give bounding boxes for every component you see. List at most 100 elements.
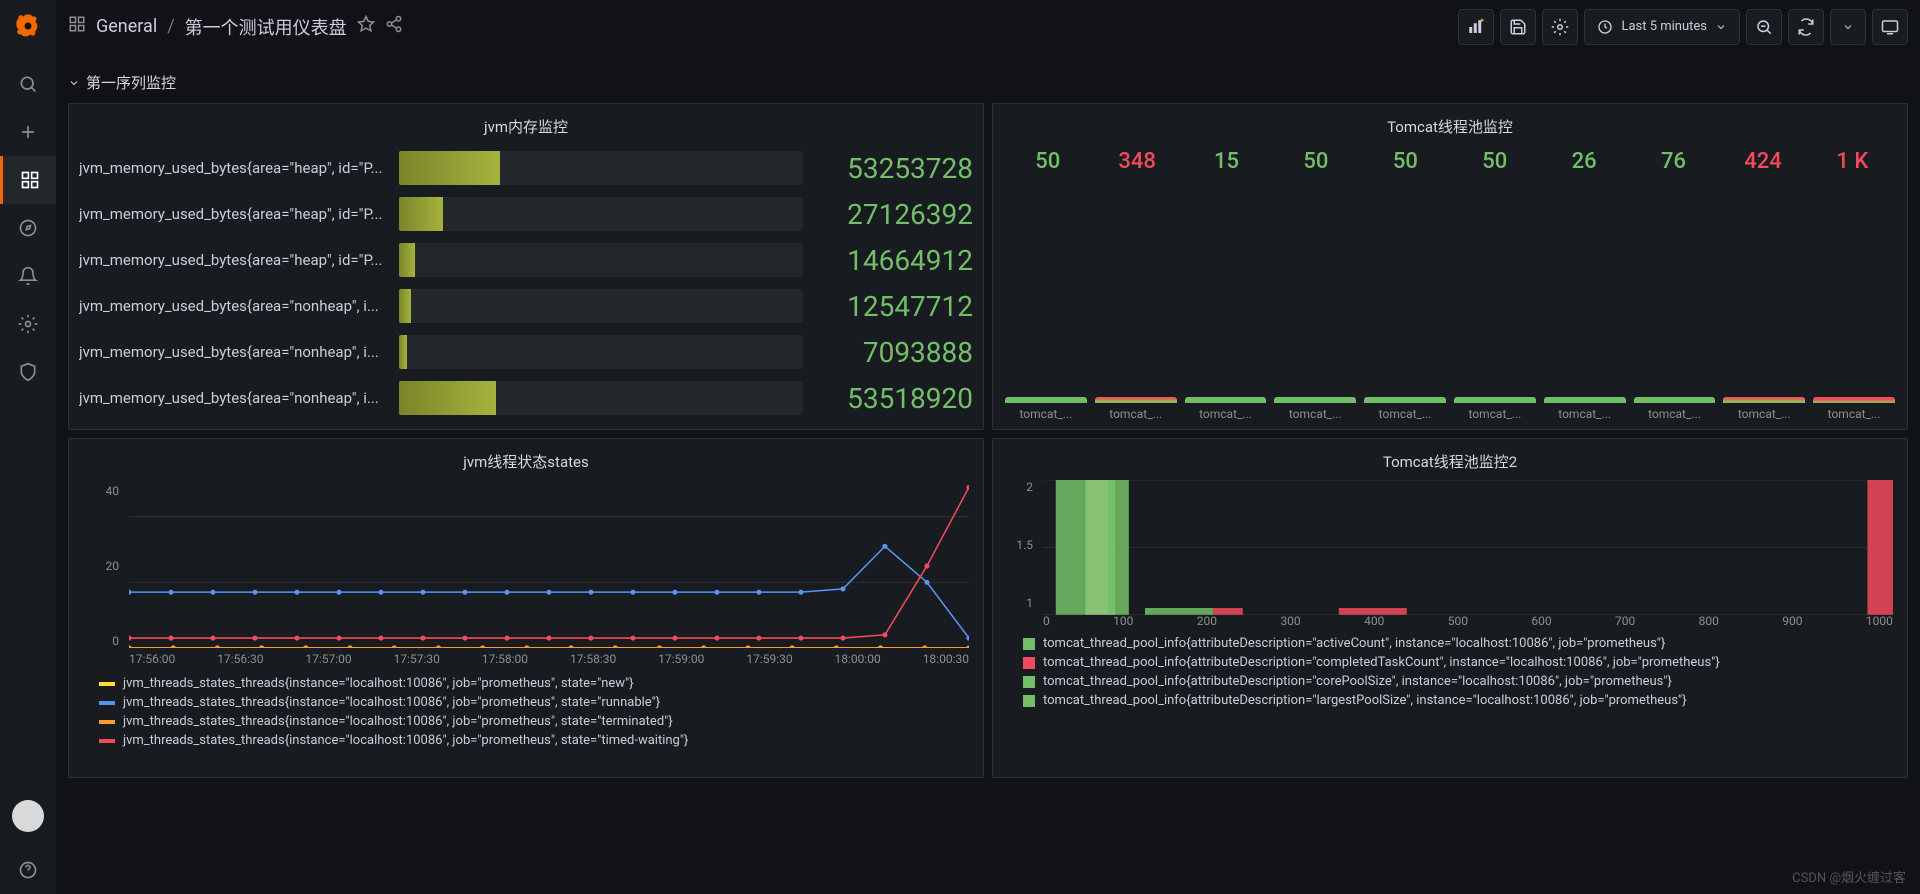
barchart-bars: tomcat_... tomcat_... tomcat_... tomcat_… <box>1003 180 1897 421</box>
star-icon[interactable] <box>357 15 375 38</box>
help-icon[interactable] <box>0 846 56 894</box>
bargauge-row: jvm_memory_used_bytes{area="nonheap", i.… <box>79 375 973 421</box>
bar-value: 50 <box>1450 149 1539 174</box>
time-picker[interactable]: Last 5 minutes <box>1584 9 1740 45</box>
histogram: 21.51 01002003004005006007008009001000 <box>1003 480 1897 630</box>
watermark: CSDN @烟火缠过客 <box>1792 867 1906 886</box>
bar-value: 50 <box>1271 149 1360 174</box>
grafana-logo[interactable] <box>12 10 44 42</box>
legend-item[interactable]: jvm_threads_states_threads{instance="loc… <box>99 714 969 729</box>
bargauge-track <box>399 289 803 323</box>
legend-item[interactable]: tomcat_thread_pool_info{attributeDescrip… <box>1023 655 1893 670</box>
panel-title: Tomcat线程池监控2 <box>1003 447 1897 480</box>
bargauge-track <box>399 243 803 277</box>
zoom-out-button[interactable] <box>1746 9 1782 45</box>
bargauge-value: 7093888 <box>813 336 973 369</box>
bargauge-track <box>399 381 803 415</box>
refresh-interval-button[interactable] <box>1830 9 1866 45</box>
user-avatar[interactable] <box>12 800 44 832</box>
bargauge-row: jvm_memory_used_bytes{area="heap", id="P… <box>79 145 973 191</box>
bar-label: tomcat_... <box>1095 403 1177 421</box>
view-mode-button[interactable] <box>1872 9 1908 45</box>
alerting-icon[interactable] <box>0 252 56 300</box>
save-button[interactable] <box>1500 9 1536 45</box>
app-root: General / 第一个测试用仪表盘 <box>0 0 1920 894</box>
bargauge-value: 27126392 <box>813 198 973 231</box>
legend-item[interactable]: tomcat_thread_pool_info{attributeDescrip… <box>1023 693 1893 708</box>
breadcrumb-dashboard[interactable]: 第一个测试用仪表盘 <box>185 14 347 40</box>
sidebar <box>0 0 56 894</box>
panel-title: jvm内存监控 <box>79 112 973 145</box>
legend: tomcat_thread_pool_info{attributeDescrip… <box>1003 630 1897 708</box>
legend-item[interactable]: jvm_threads_states_threads{instance="loc… <box>99 676 969 691</box>
topbar: General / 第一个测试用仪表盘 <box>56 0 1920 54</box>
bar-column: tomcat_... <box>1274 397 1356 421</box>
breadcrumb-separator: / <box>167 16 174 37</box>
bargauge-row: jvm_memory_used_bytes{area="nonheap", i.… <box>79 283 973 329</box>
bargauge-track <box>399 335 803 369</box>
histogram-svg <box>1043 480 1893 615</box>
panel-jvm-memory[interactable]: jvm内存监控 jvm_memory_used_bytes{area="heap… <box>68 103 984 430</box>
bar-value: 424 <box>1718 149 1807 174</box>
panel-tomcat-pool[interactable]: Tomcat线程池监控 503481550505026764241 K tomc… <box>992 103 1908 430</box>
search-icon[interactable] <box>0 60 56 108</box>
chevron-down-icon <box>68 77 80 89</box>
time-picker-label: Last 5 minutes <box>1621 19 1707 34</box>
row-title: 第一序列监控 <box>86 72 176 93</box>
bargauge-value: 14664912 <box>813 244 973 277</box>
admin-icon[interactable] <box>0 348 56 396</box>
bar-value: 26 <box>1539 149 1628 174</box>
bar-label: tomcat_... <box>1005 403 1087 421</box>
settings-button[interactable] <box>1542 9 1578 45</box>
dashboard-content: 第一序列监控 jvm内存监控 jvm_memory_used_bytes{are… <box>56 54 1920 894</box>
bargauge-label: jvm_memory_used_bytes{area="heap", id="P… <box>79 205 389 223</box>
bargauge-row: jvm_memory_used_bytes{area="heap", id="P… <box>79 191 973 237</box>
panel-tomcat-pool-2[interactable]: Tomcat线程池监控2 21.51 010020030040050060070… <box>992 438 1908 778</box>
refresh-button[interactable] <box>1788 9 1824 45</box>
main: General / 第一个测试用仪表盘 <box>56 0 1920 894</box>
barchart-values: 503481550505026764241 K <box>1003 145 1897 180</box>
y-axis: 40200 <box>79 484 125 648</box>
bargauge-value: 53253728 <box>813 152 973 185</box>
bar-column: tomcat_... <box>1813 397 1895 421</box>
config-icon[interactable] <box>0 300 56 348</box>
bar-value: 76 <box>1629 149 1718 174</box>
panel-jvm-threads[interactable]: jvm线程状态states 40200 17:56:0017:56:3017:5… <box>68 438 984 778</box>
bargauge-row: jvm_memory_used_bytes{area="heap", id="P… <box>79 237 973 283</box>
bargauge-label: jvm_memory_used_bytes{area="nonheap", i.… <box>79 297 389 315</box>
share-icon[interactable] <box>385 15 403 38</box>
y-axis: 21.51 <box>1003 480 1039 610</box>
legend-item[interactable]: tomcat_thread_pool_info{attributeDescrip… <box>1023 674 1893 689</box>
row-header[interactable]: 第一序列监控 <box>68 62 1908 103</box>
bar-label: tomcat_... <box>1634 403 1716 421</box>
panel-title: Tomcat线程池监控 <box>1003 112 1897 145</box>
bar-label: tomcat_... <box>1813 403 1895 421</box>
toolbar: Last 5 minutes <box>1458 9 1908 45</box>
bargauge-value: 53518920 <box>813 382 973 415</box>
bargauge-label: jvm_memory_used_bytes{area="heap", id="P… <box>79 251 389 269</box>
dashboards-icon[interactable] <box>0 156 56 204</box>
bargauge-label: jvm_memory_used_bytes{area="nonheap", i.… <box>79 389 389 407</box>
legend-item[interactable]: tomcat_thread_pool_info{attributeDescrip… <box>1023 636 1893 651</box>
panel-title: jvm线程状态states <box>79 447 973 480</box>
add-panel-button[interactable] <box>1458 9 1494 45</box>
dashboard-grid-icon <box>68 15 86 38</box>
x-axis: 01002003004005006007008009001000 <box>1043 614 1893 630</box>
bar-column: tomcat_... <box>1095 397 1177 421</box>
bargauge-track <box>399 151 803 185</box>
breadcrumb-folder[interactable]: General <box>96 16 157 37</box>
linechart-svg <box>129 484 969 648</box>
x-axis: 17:56:0017:56:3017:57:0017:57:3017:58:00… <box>129 652 969 670</box>
create-icon[interactable] <box>0 108 56 156</box>
bar-column: tomcat_... <box>1364 397 1446 421</box>
bar-label: tomcat_... <box>1185 403 1267 421</box>
explore-icon[interactable] <box>0 204 56 252</box>
bargauge-list: jvm_memory_used_bytes{area="heap", id="P… <box>79 145 973 421</box>
legend-item[interactable]: jvm_threads_states_threads{instance="loc… <box>99 733 969 748</box>
bar-value: 15 <box>1182 149 1271 174</box>
bar-value: 1 K <box>1808 149 1897 174</box>
bargauge-label: jvm_memory_used_bytes{area="nonheap", i.… <box>79 343 389 361</box>
legend-item[interactable]: jvm_threads_states_threads{instance="loc… <box>99 695 969 710</box>
bar-column: tomcat_... <box>1634 397 1716 421</box>
bargauge-track <box>399 197 803 231</box>
